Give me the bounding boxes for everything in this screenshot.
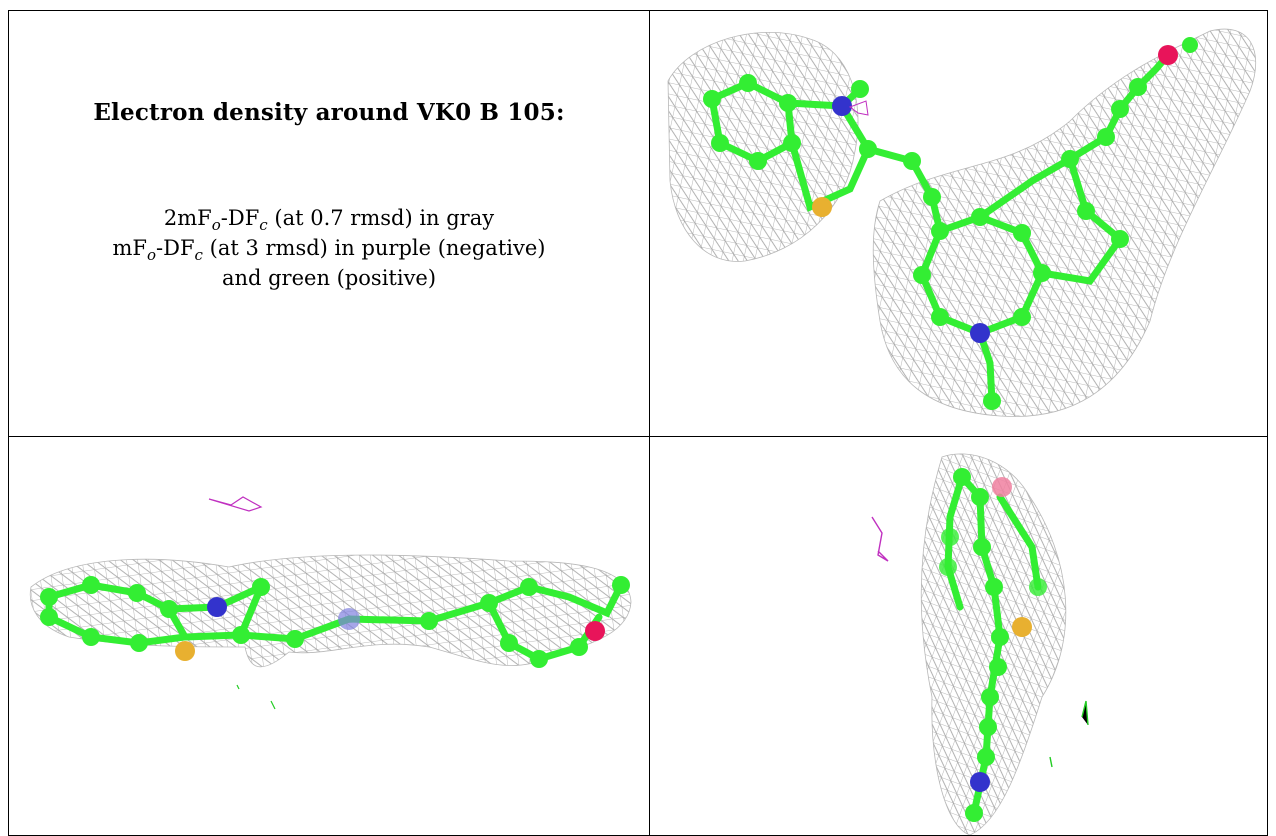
atoms (40, 576, 630, 668)
figure-grid: Electron density around VK0 B 105: 2mFo-… (8, 10, 1268, 836)
caption-title: Electron density around VK0 B 105: (93, 99, 565, 126)
legend-line-fofc: mFo-DFc (at 3 rmsd) in purple (negative) (112, 236, 546, 265)
molecule-render-end (871, 453, 1089, 835)
atoms (939, 468, 1047, 822)
legend-line-2fofc: 2mFo-DFc (at 0.7 rmsd) in gray (163, 206, 495, 235)
purple-mesh (848, 100, 869, 116)
gray-mesh (920, 453, 1067, 835)
molecule-render-top (667, 28, 1257, 417)
purple-mesh (871, 516, 889, 562)
caption-cell: Electron density around VK0 B 105: 2mFo-… (8, 10, 650, 437)
caption-description: 2mFo-DFc (at 0.7 rmsd) in gray mFo-DFc (… (9, 203, 649, 293)
atoms (703, 37, 1198, 410)
legend-line-positive: and green (positive) (221, 266, 437, 290)
density-view-top (649, 10, 1268, 437)
density-view-end (649, 436, 1268, 836)
green-mesh (1049, 700, 1089, 768)
gray-mesh (29, 554, 632, 668)
density-view-side (8, 436, 650, 836)
molecule-render-side (29, 496, 632, 710)
green-mesh (236, 684, 276, 710)
purple-mesh (208, 496, 263, 512)
